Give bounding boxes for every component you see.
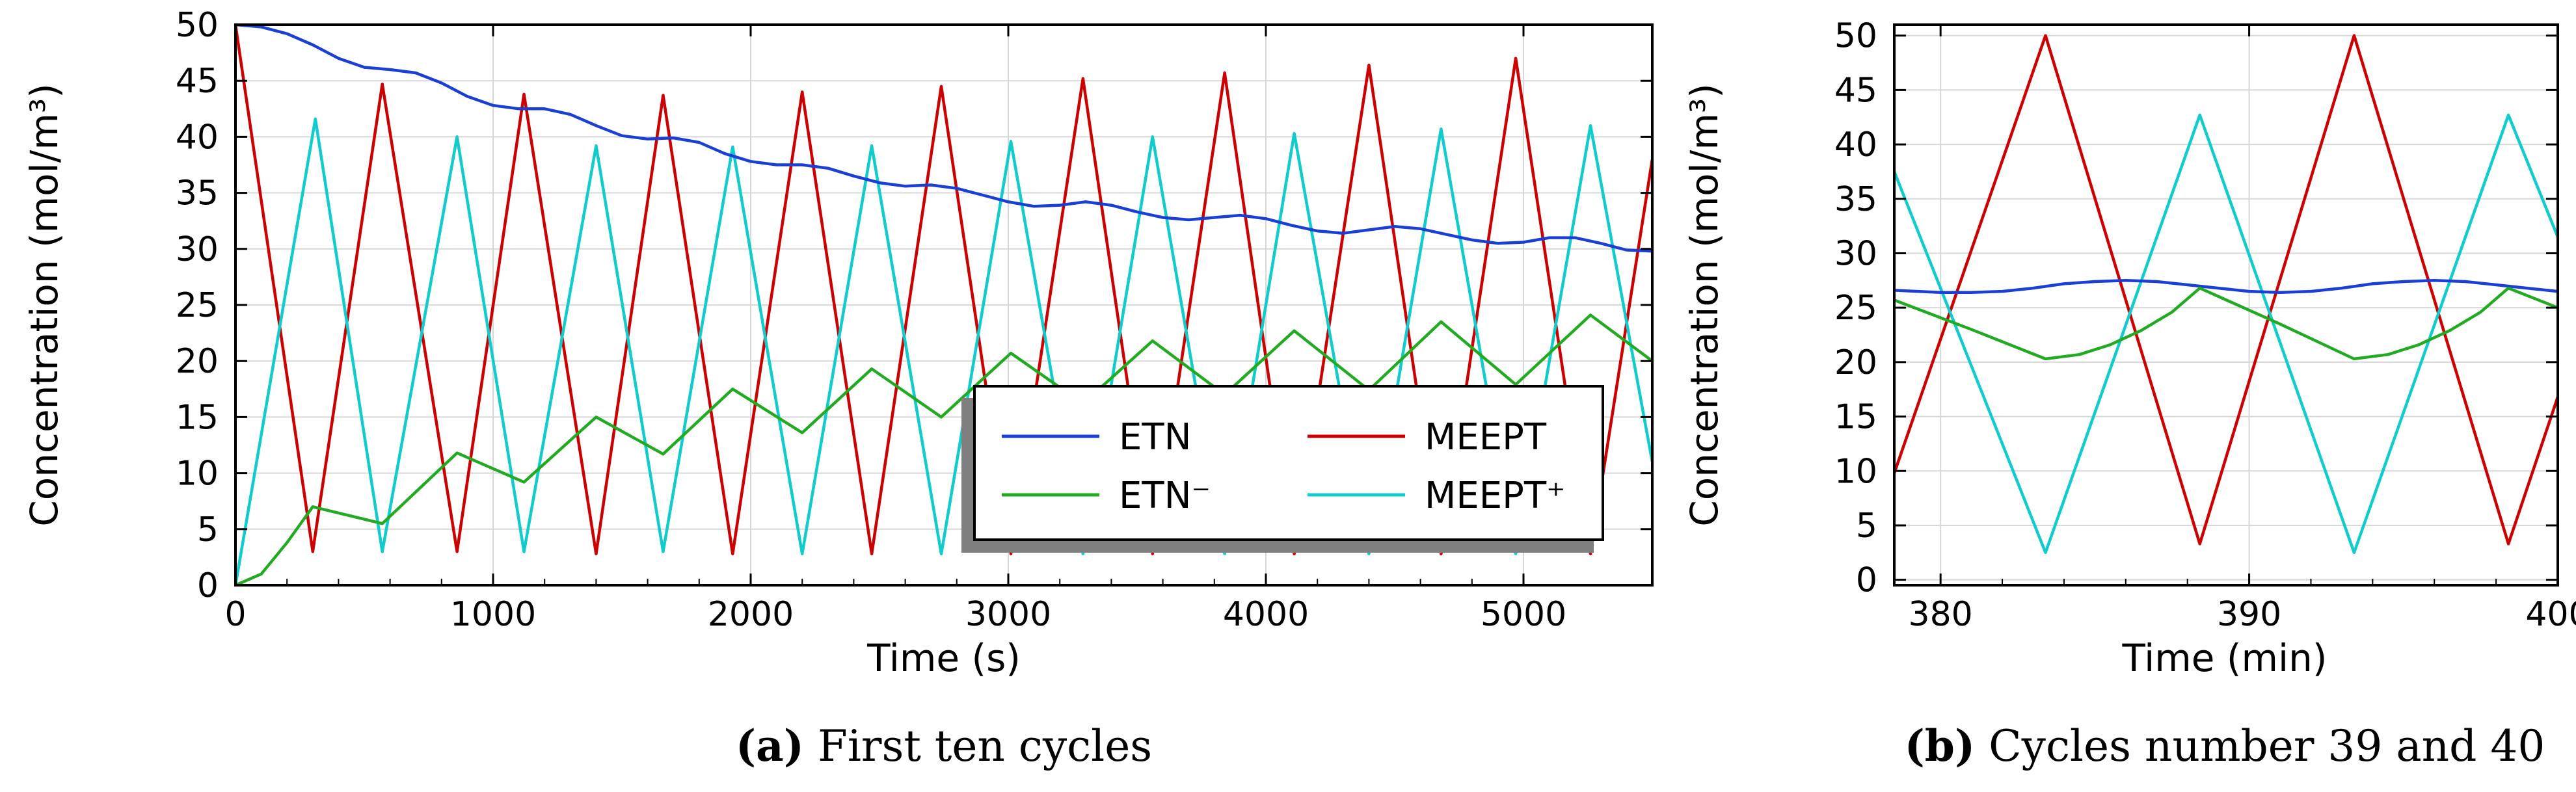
legend-label-meept: MEEPT: [1425, 416, 1547, 458]
panel-a-caption: (a) First ten cycles: [736, 720, 1152, 771]
panel-a-series-etn-minus: [235, 313, 1654, 587]
panel-a-ytick-label: 0: [197, 566, 219, 605]
panel-a-xlabel: Time (s): [866, 636, 1021, 680]
panel-b-series-etn-minus: [1894, 286, 2558, 361]
panel-a-xtick-label: 1000: [450, 595, 536, 634]
panel-b: 380 390 400 0 5 10 15 20 25 30 35 40 45 50 Time (min)…: [1682, 17, 2576, 771]
panel-a-xtick-label: 4000: [1223, 595, 1309, 634]
panel-b-xtick-label: 380: [1909, 595, 1973, 634]
panel-a-ticks: 0 1000 2000 3000 4000 5000 0 5 10 15 20 25 30 35 40 45 5…: [176, 6, 1652, 634]
panel-b-ytick-label: 25: [1834, 289, 1877, 328]
panel-b-ytick-label: 40: [1834, 125, 1877, 165]
panel-a-legend: ETN MEEPT ETN⁻ MEEPT⁺: [961, 385, 1604, 553]
panel-a-series-meept-plus: [234, 117, 1654, 586]
panel-a-xtick-label: 3000: [965, 595, 1051, 634]
panel-a-xtick-label: 2000: [708, 595, 794, 634]
panel-a-ytick-label: 25: [176, 286, 219, 325]
panel-b-ytick-label: 30: [1834, 234, 1877, 273]
panel-b-frame: [1893, 23, 2559, 587]
panel-b-ytick-label: 45: [1834, 71, 1877, 110]
legend-label-etn-minus: ETN⁻: [1119, 475, 1211, 517]
panel-b-ylabel: Concentration (mol/m³): [1682, 83, 1726, 526]
panel-a-ytick-label: 40: [176, 118, 219, 157]
legend-label-etn: ETN: [1119, 416, 1191, 458]
panel-b-caption-text: Cycles number 39 and 40: [1975, 721, 2545, 771]
panel-a-series-etn: [235, 23, 1653, 253]
legend-box: [973, 385, 1604, 541]
panel-b-ytick-label: 10: [1834, 452, 1877, 491]
panel-b-series-meept: [1892, 34, 2560, 546]
panel-b-series-meept-plus: [1892, 113, 2560, 555]
panel-a-ytick-label: 30: [176, 230, 219, 269]
panel-a-ytick-label: 5: [197, 510, 219, 549]
panel-b-ytick-label: 50: [1834, 17, 1877, 56]
panel-b-ytick-label: 35: [1834, 180, 1877, 219]
panel-b-series: [1892, 34, 2560, 555]
panel-b-ticks: 380 390 400 0 5 10 15 20 25 30 35 40 45 50: [1834, 17, 2576, 634]
panel-b-xtick-label: 390: [2217, 595, 2281, 634]
panel-a-ylabel: Concentration (mol/m³): [22, 83, 66, 526]
panel-a-ytick-label: 20: [176, 342, 219, 381]
panel-b-ytick-label: 0: [1856, 561, 1877, 600]
panel-a-ytick-label: 10: [176, 455, 219, 494]
panel-a-ytick-label: 15: [176, 398, 219, 437]
panel-a-ytick-label: 50: [176, 6, 219, 45]
panel-a-xtick-label: 5000: [1481, 595, 1566, 634]
panel-b-ytick-label: 20: [1834, 343, 1877, 382]
panel-b-grid: [1894, 25, 2558, 585]
panel-b-ytick-label: 15: [1834, 398, 1877, 437]
panel-a-ytick-label: 35: [176, 174, 219, 213]
panel-b-series-etn: [1894, 279, 2558, 295]
panel-a-caption-letter: (a): [736, 720, 804, 771]
legend-label-meept-plus: MEEPT⁺: [1425, 475, 1566, 517]
panel-b-xtick-label: 400: [2525, 595, 2576, 634]
panel-b-caption: (b) Cycles number 39 and 40: [1905, 720, 2545, 771]
panel-a-ytick-label: 45: [176, 62, 219, 101]
panel-b-ytick-label: 5: [1856, 507, 1877, 546]
panel-a-xtick-label: 0: [224, 595, 246, 634]
panel-b-caption-letter: (b): [1905, 720, 1976, 771]
panel-b-xlabel: Time (min): [2121, 636, 2327, 680]
panel-a: 0 1000 2000 3000 4000 5000 0 5 10 15 20 25 30 35 40 45 5…: [22, 6, 1654, 771]
panel-a-caption-text: First ten cycles: [804, 721, 1152, 771]
